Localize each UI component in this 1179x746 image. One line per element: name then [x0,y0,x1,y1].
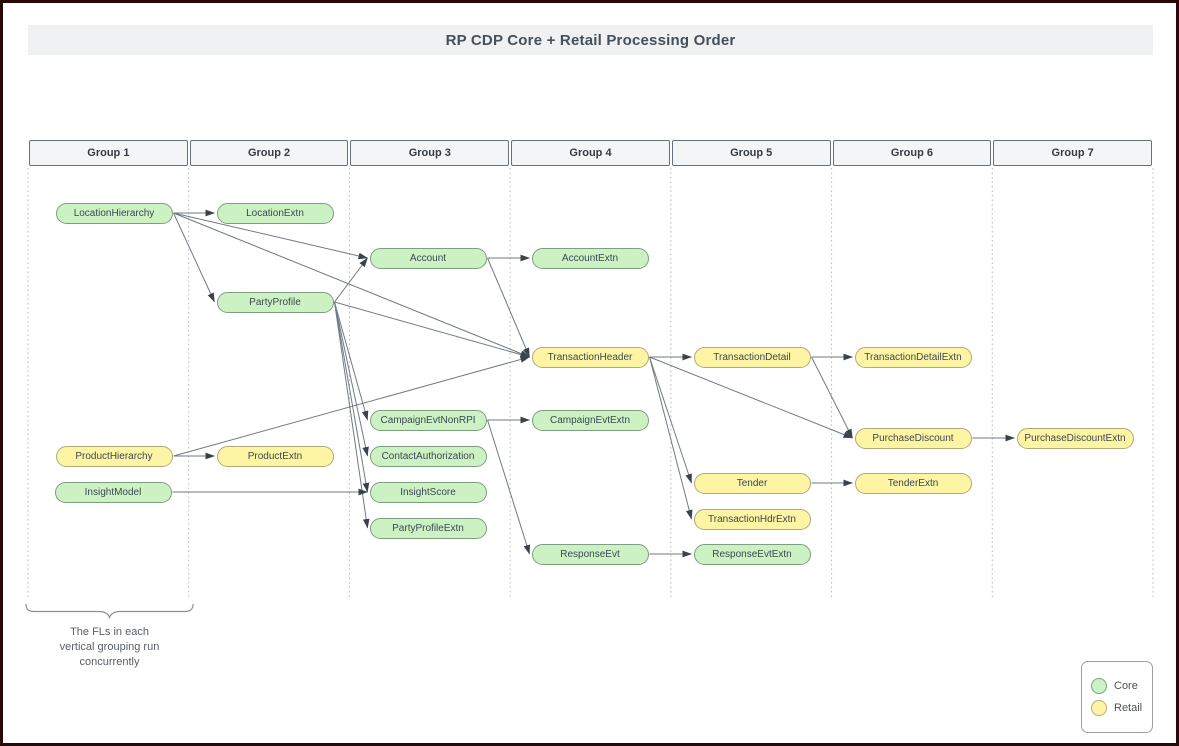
edge-CampaignEvtNonRPI-to-ResponseEvt [487,419,530,555]
node-PurchaseDiscount: PurchaseDiscount [854,427,972,449]
group-header-3: Group 3 [350,140,510,166]
node-AccountExtn: AccountExtn [531,247,649,269]
edge-TransactionHeader-to-TransactionHdrExtn [649,356,693,520]
group-header-4: Group 4 [511,140,670,166]
diagram-title: RP CDP Core + Retail Processing Order [445,31,736,49]
group-header-7: Group 7 [993,140,1152,166]
edge-Account-to-TransactionHeader [487,257,530,358]
edge-TransactionHeader-to-PurchaseDiscount [649,356,853,439]
edge-PartyProfile-to-CampaignEvtNonRPI [334,301,369,421]
node-TenderExtn: TenderExtn [854,472,972,494]
node-Tender: Tender [693,472,811,494]
node-ResponseEvtExtn: ResponseEvtExtn [693,543,811,565]
node-CampaignEvtExtn: CampaignEvtExtn [531,409,649,431]
group-header-label: Group 5 [730,147,773,159]
node-ProductHierarchy: ProductHierarchy [55,445,173,467]
group-header-label: Group 7 [1051,147,1094,159]
note-line: The FLs in each [70,626,149,638]
node-ProductExtn: ProductExtn [216,445,334,467]
node-ContactAuthorization: ContactAuthorization [369,445,487,467]
group-header-1: Group 1 [29,140,188,166]
legend-item-retail: Retail [1091,700,1152,716]
core-swatch-icon [1091,678,1107,694]
legend: Core Retail [1081,661,1153,733]
underbrace [25,603,194,620]
retail-swatch-icon [1091,700,1107,716]
note-line: concurrently [79,656,140,668]
edge-TransactionHeader-to-Tender [649,356,692,484]
node-ResponseEvt: ResponseEvt [531,543,649,565]
group-header-6: Group 6 [832,140,992,166]
node-InsightScore: InsightScore [369,481,487,503]
edge-LocationHierarchy-to-TransactionHeader [173,212,530,358]
group-header-label: Group 6 [890,147,933,159]
node-Account: Account [369,247,487,269]
group-header-label: Group 3 [408,147,451,159]
node-CampaignEvtNonRPI: CampaignEvtNonRPI [369,409,487,431]
node-PurchaseDiscountExtn: PurchaseDiscountExtn [1016,427,1134,449]
node-InsightModel: InsightModel [54,481,172,503]
edge-PartyProfile-to-PartyProfileExtn [334,301,370,529]
legend-label: Retail [1114,702,1143,714]
node-LocationExtn: LocationExtn [216,202,334,224]
group-header-label: Group 1 [87,147,130,159]
edge-LocationHierarchy-to-PartyProfile [173,212,215,303]
legend-item-core: Core [1091,678,1152,694]
edge-ProductHierarchy-to-TransactionHeader [173,356,530,457]
node-TransactionDetail: TransactionDetail [693,346,811,368]
group-header-5: Group 5 [671,140,831,166]
group-header-label: Group 2 [247,147,291,159]
edge-PartyProfile-to-ContactAuthorization [334,301,369,457]
edge-TransactionDetail-to-PurchaseDiscount [811,356,853,439]
group-header-2: Group 2 [189,140,349,166]
node-TransactionDetailExtn: TransactionDetailExtn [854,346,972,368]
title-bar: RP CDP Core + Retail Processing Order [28,25,1153,55]
edge-PartyProfile-to-Account [334,257,368,303]
node-PartyProfile: PartyProfile [216,291,334,313]
node-TransactionHdrExtn: TransactionHdrExtn [693,508,811,530]
node-LocationHierarchy: LocationHierarchy [55,202,173,224]
node-PartyProfileExtn: PartyProfileExtn [369,517,487,539]
node-TransactionHeader: TransactionHeader [531,346,649,368]
note-line: vertical grouping run [59,641,160,653]
legend-label: Core [1114,680,1138,692]
edge-PartyProfile-to-InsightScore [334,301,370,493]
concurrency-note: The FLs in each vertical grouping run co… [27,625,192,670]
column-separators [27,168,1154,600]
group-header-label: Group 4 [569,147,612,159]
edge-PartyProfile-to-TransactionHeader [334,301,530,358]
